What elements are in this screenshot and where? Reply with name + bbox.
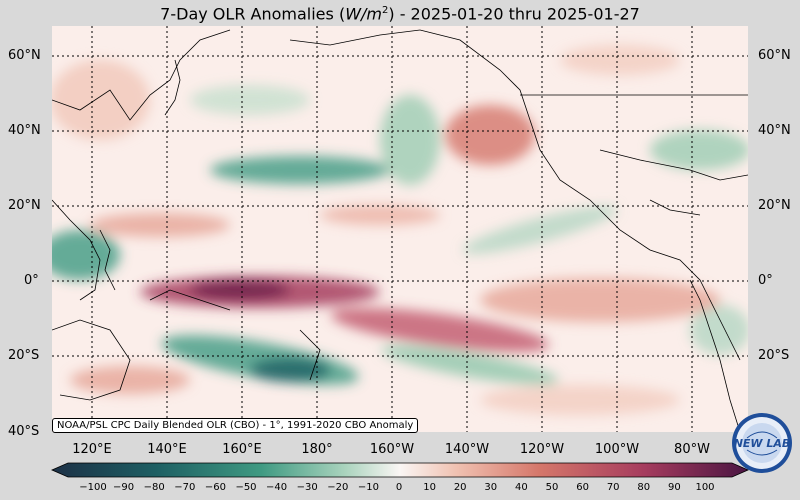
lon-label: 120°E [72, 442, 112, 457]
colorbar [51, 462, 749, 478]
lat-label: 60°N [758, 48, 791, 63]
lon-label: 180° [301, 442, 333, 457]
colorbar-tick-label: −30 [296, 482, 318, 493]
lat-label: 40°N [8, 123, 41, 138]
lon-label: 160°W [369, 442, 415, 457]
lat-label: 20°S [758, 348, 790, 363]
map-title: 7-Day OLR Anomalies (W/m2) - 2025-01-20 … [160, 4, 640, 24]
colorbar-tick-label: 10 [423, 482, 436, 493]
colorbar-tick-label: 0 [395, 482, 403, 493]
lat-label: 0° [24, 273, 39, 288]
colorbar-tick-label: −50 [235, 482, 257, 493]
colorbar-tick-label: 20 [453, 482, 467, 493]
lat-label: 60°N [8, 48, 41, 63]
coastlines [52, 29, 748, 432]
colorbar-tick-label: −20 [327, 482, 349, 493]
lat-label: 40°S [8, 424, 40, 439]
colorbar-tick-label: −60 [204, 482, 226, 493]
colorbar-tick-label: 100 [695, 482, 715, 493]
svg-text:NEW LAB: NEW LAB [734, 437, 791, 450]
lon-label: 140°E [147, 442, 187, 457]
lat-label: 20°N [758, 198, 791, 213]
lon-label: 120°W [519, 442, 565, 457]
lon-label: 80°W [674, 442, 710, 457]
colorbar-tick-label: 30 [484, 482, 498, 493]
lon-label: 100°W [594, 442, 640, 457]
colorbar-tick-label: −90 [113, 482, 135, 493]
colorbar-tick-label: 80 [637, 482, 651, 493]
colorbar-tick-label: −70 [174, 482, 196, 493]
lat-label: 20°S [8, 348, 40, 363]
graticule [52, 26, 748, 432]
nextlab-logo-icon: NEW LAB [732, 413, 792, 473]
colorbar-tick-label: −100 [79, 482, 107, 493]
data-credit: NOAA/PSL CPC Daily Blended OLR (CBO) - 1… [52, 418, 419, 433]
lon-label: 140°W [444, 442, 490, 457]
lat-label: 0° [758, 273, 773, 288]
colorbar-tick-label: 90 [668, 482, 681, 493]
lat-label: 20°N [8, 198, 41, 213]
colorbar-tick-label: 40 [515, 482, 528, 493]
lon-label: 160°E [222, 442, 262, 457]
anomaly-field [52, 45, 748, 415]
colorbar-tick-label: 70 [606, 482, 620, 493]
lat-label: 40°N [758, 123, 791, 138]
colorbar-tick-label: 50 [545, 482, 559, 493]
colorbar-tick-label: 60 [576, 482, 589, 493]
colorbar-tick-label: −10 [357, 482, 379, 493]
colorbar-tick-label: −80 [143, 482, 165, 493]
colorbar-tick-label: −40 [266, 482, 288, 493]
